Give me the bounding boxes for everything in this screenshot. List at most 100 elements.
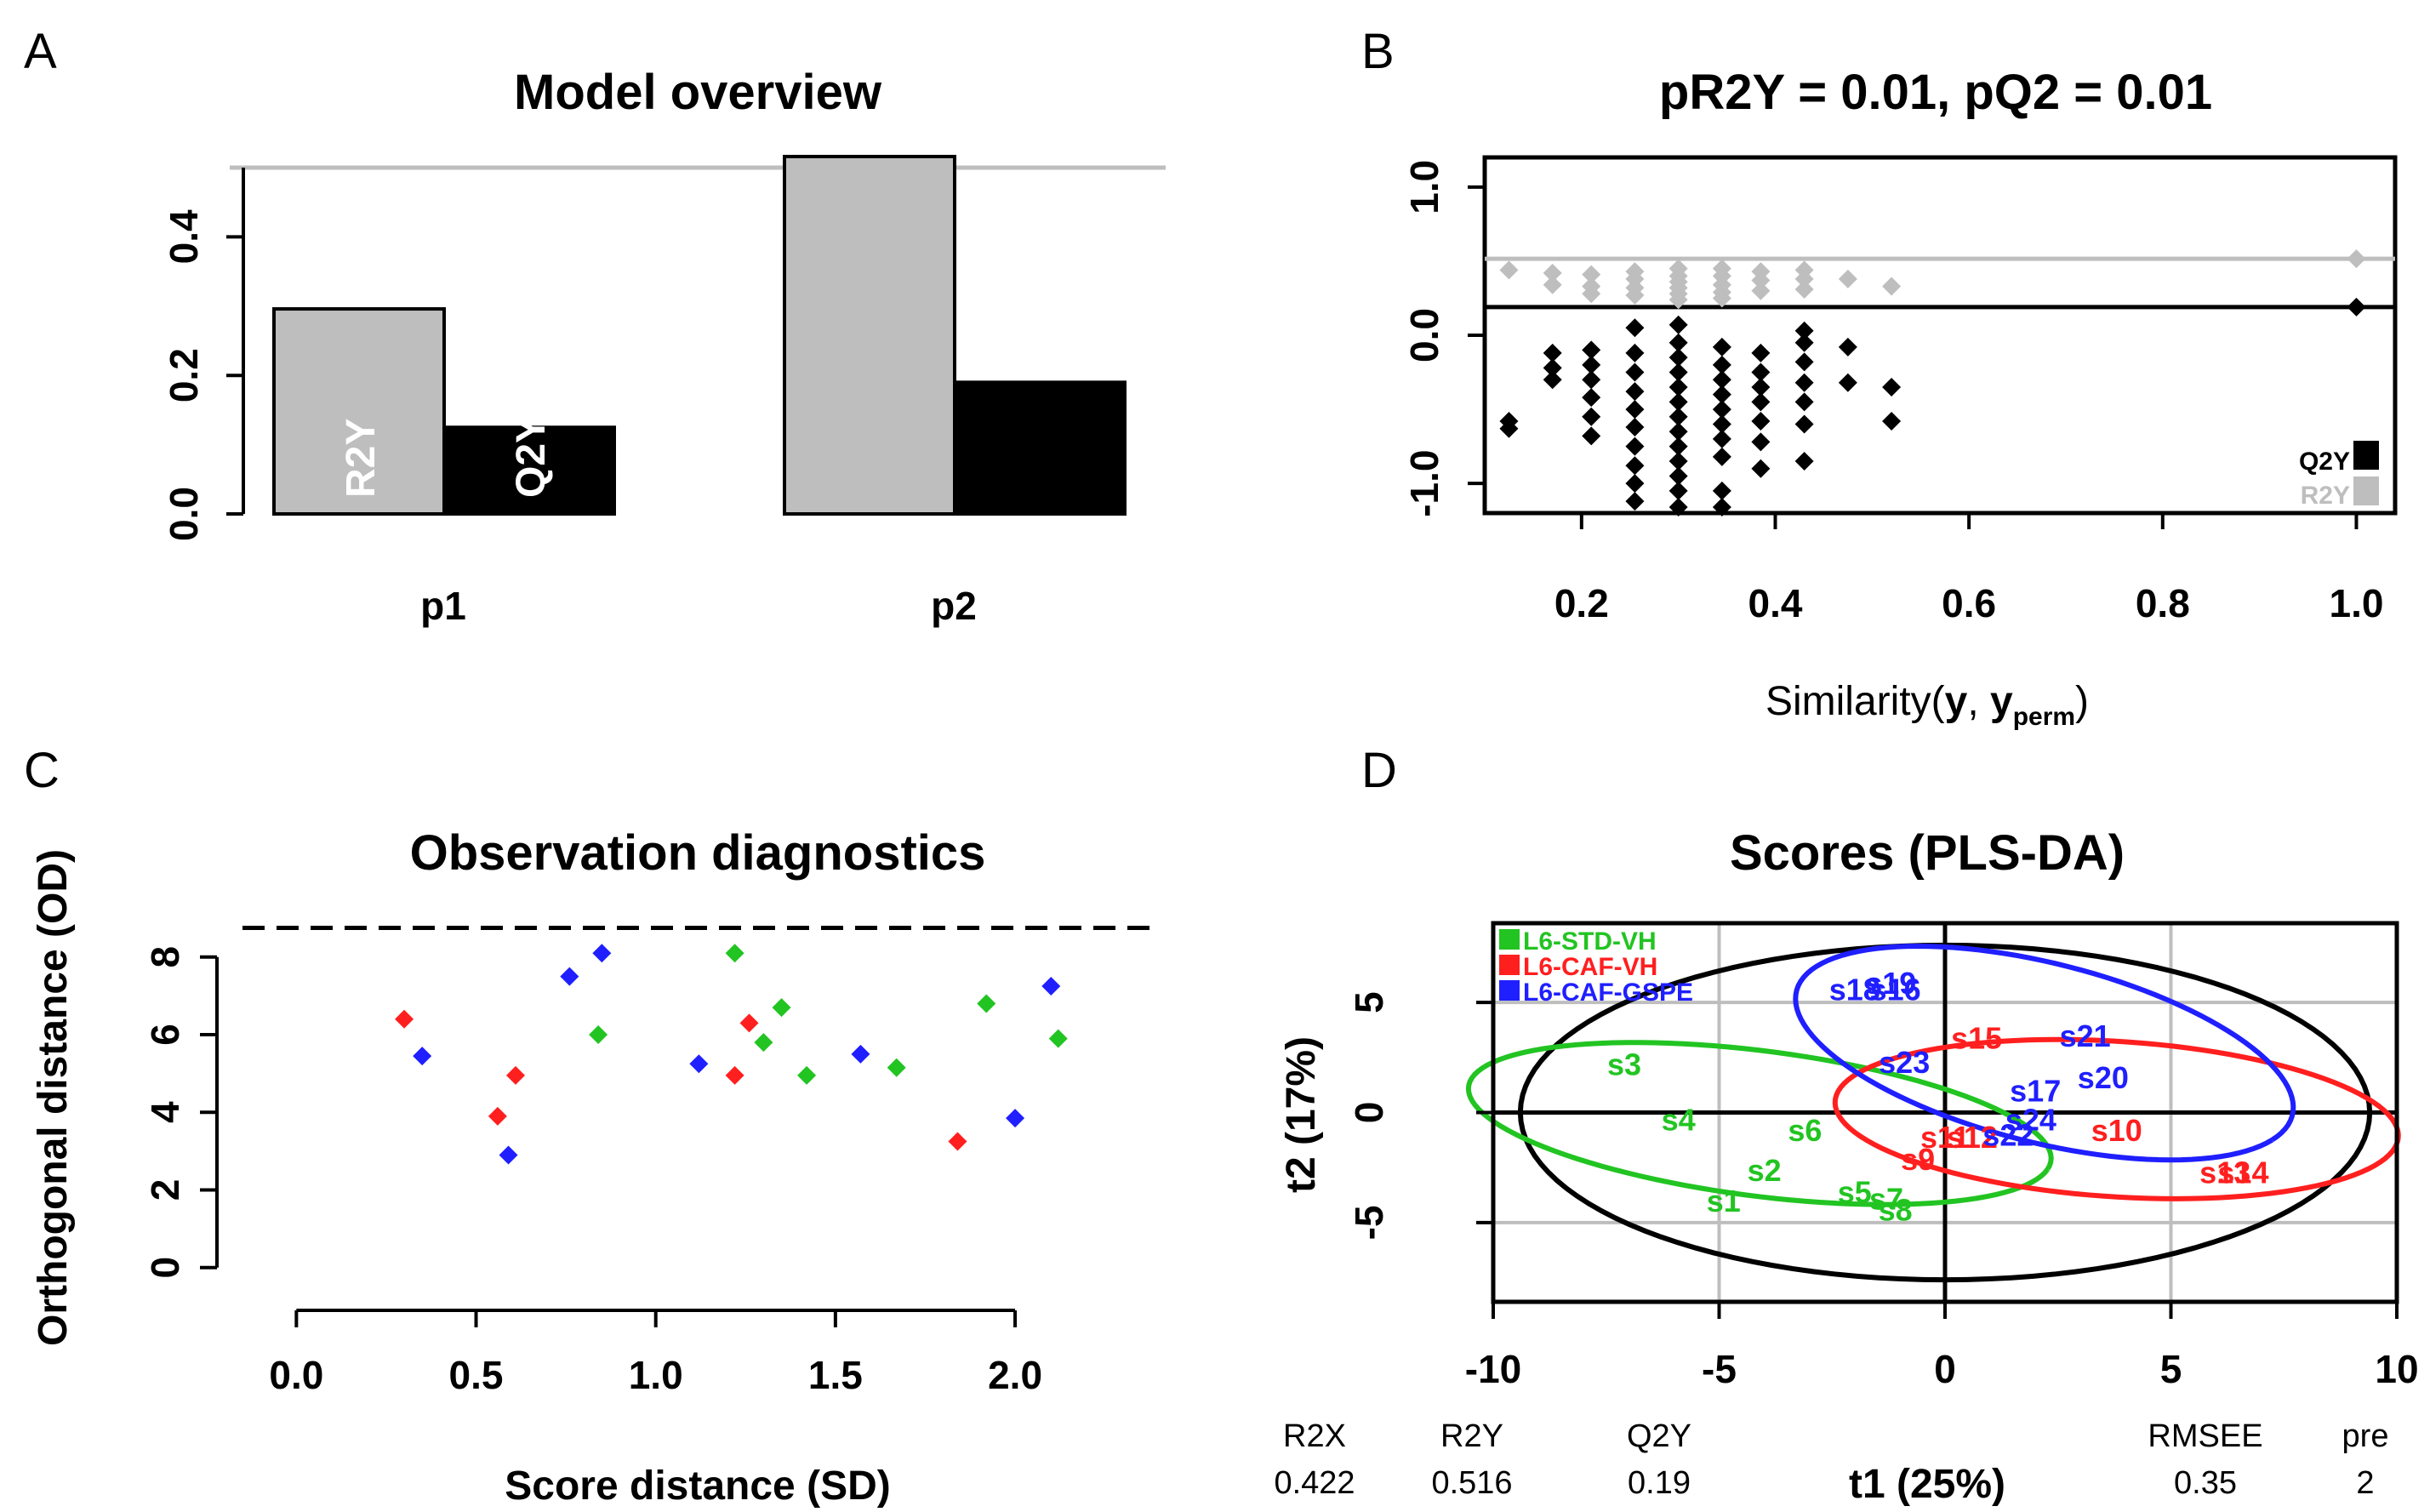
panel-c-point [505,1065,525,1085]
panel-label-d: D [1361,743,1397,798]
panel-d-y-label: t2 (17%) [1279,1036,1324,1193]
panel-a-title: Model overview [514,65,882,120]
panel-c-x-label: Score distance (SD) [505,1464,890,1509]
panel-b-point-q2y [1668,452,1688,471]
panel-b-point-q2y [1625,318,1645,338]
panel-d-ellipse-all [1517,942,2373,1283]
panel-b-point-q2y [1625,343,1645,362]
panel-c-y-tick-label: 2 [143,1179,187,1201]
panel-c-x-tick-label: 2.0 [988,1353,1042,1397]
panel-c-point [592,944,612,963]
panel-d-sample-label: s1 [1707,1184,1741,1218]
panel-b-x-tick-label: 0.6 [1942,581,1996,625]
panel-b-point-q2y [1794,414,1814,434]
panel-d-sample-label: s21 [2060,1018,2111,1053]
panel-b-title: pR2Y = 0.01, pQ2 = 0.01 [1659,65,2212,120]
panel-b-point-q2y [1712,498,1731,517]
panel-b-point-q2y [1712,337,1731,357]
panel-b-legend-q2y: Q2Y [2299,448,2350,476]
panel-b-y-tick-label: 1.0 [1402,160,1446,214]
panel-d-x-ticks: -10 -5 0 5 10 [1465,1302,2419,1391]
stat-q2y-value: 0.19 [1628,1465,1691,1501]
panel-d-sample-label: s14 [2217,1155,2268,1190]
panel-b-point-q2y [1582,407,1601,426]
panel-d-sample-label: s8 [1879,1192,1913,1227]
panel-c-point [772,998,791,1018]
panel-b-y-ticks: -1.0 0.0 1.0 [1402,160,1485,517]
panel-d-sample-label: s12 [1947,1120,1998,1155]
panel-b-point-q2y [1625,417,1645,436]
panel-b-x-label: Similarity(y, yperm) [1765,679,2089,731]
panel-b-point-q2y [1668,481,1688,500]
panel-b-point-q2y [1712,429,1731,448]
panel-d-legend-swatch-std-vh [1499,929,1520,950]
panel-b-y-tick-label: -1.0 [1402,450,1446,517]
panel-a-y-ticks: 0.0 0.2 0.4 [162,209,243,541]
panel-b-point-r2y [1751,281,1771,300]
panel-b-point-q2y [1712,481,1731,500]
panel-d-legend: L6-STD-VH L6-CAF-VH L6-CAF-GSPE [1499,927,1693,1007]
panel-b-point-q2y [1794,352,1814,372]
panel-b-x-tick-label: 1.0 [2329,581,2383,625]
panel-c-point [1041,976,1061,996]
panel-d-x-label: t1 (25%) [1849,1462,2005,1507]
panel-b-point-q2y [1712,400,1731,419]
panel-c-point [1048,1029,1068,1048]
panel-b-point-q2y [1668,466,1688,486]
panel-b-plot-box [1482,155,2398,516]
panel-b-point-q2y [1625,382,1645,402]
panel-b-point-q2y [1499,419,1519,438]
panel-c-point [797,1065,817,1085]
panel-b-point-q2y [1712,370,1731,390]
panel-a-y-tick-label: 0.4 [162,209,206,264]
panel-b-point-q2y [1582,355,1601,374]
panel-label-b: B [1361,24,1395,79]
panel-b-point-q2y [1712,447,1731,466]
panel-b-point-q2y [1794,333,1814,352]
stat-pre-value: 2 [2356,1465,2374,1501]
panel-b-point-q2y [1668,498,1688,517]
panel-c-point [887,1058,906,1077]
panel-d-x-tick-label: 5 [2160,1347,2182,1391]
panel-d-sample-label: s18 [1829,973,1880,1007]
panel-c-y-tick-label: 4 [143,1101,187,1123]
panel-d-sample-label: s4 [1662,1102,1696,1137]
panel-a-bars: R2Y Q2Y [272,154,1127,516]
panel-b-point-q2y [1582,388,1601,408]
panel-b-point-q2y [1794,392,1814,412]
panel-b-point-q2y [1625,456,1645,476]
panel-b-point-q2y [2347,297,2366,317]
panel-d-model-stats: R2X 0.422 R2Y 0.516 Q2Y 0.19 RMSEE 0.35 … [1274,1418,2388,1501]
panel-d-sample-label: s22 [1982,1117,2034,1152]
panel-c-point [413,1047,432,1066]
panel-d-sample-label: s3 [1607,1047,1641,1082]
panel-b-point-q2y [1882,377,1902,397]
panel-c-x-tick-label: 1.0 [629,1353,683,1397]
panel-b-point-q2y [1668,436,1688,456]
panel-c-x-tick-label: 0.5 [449,1353,504,1397]
panel-b-x-ticks: 0.2 0.4 0.6 0.8 1.0 [1554,513,2383,625]
panel-b-point-q2y [1543,358,1562,378]
panel-b-point-q2y [1751,343,1771,362]
panel-a-bar-label-r2y: R2Y [339,419,384,498]
panel-d-ellipse-l6-caf-gspe [1793,944,2296,1163]
panel-b-point-r2y [1582,284,1601,304]
panel-d-title: Scores (PLS-DA) [1730,825,2125,881]
panel-b-point-q2y [1668,348,1688,368]
panel-d-x-tick-label: 10 [2375,1347,2418,1391]
panel-b-point-q2y [1751,412,1771,431]
panel-b-point-q2y [1625,492,1645,511]
panel-d-sample-label: s13 [2199,1155,2250,1190]
panel-label-a: A [24,24,57,79]
panel-d-x-tick-label: -5 [1702,1347,1737,1391]
panel-c-y-tick-label: 0 [143,1257,187,1279]
panel-c-point [1006,1109,1025,1128]
panel-b-point-r2y [1751,271,1771,290]
panel-b-legend-q2y-swatch [2353,441,2379,470]
panel-d-x-tick-label: -10 [1465,1347,1521,1391]
panel-b-point-q2y [1668,392,1688,412]
panel-d-sample-label: s16 [1870,973,1921,1007]
panel-b-point-q2y [1625,474,1645,494]
panel-c-title: Observation diagnostics [410,825,986,881]
panel-d-sample-label: s2 [1748,1153,1782,1188]
